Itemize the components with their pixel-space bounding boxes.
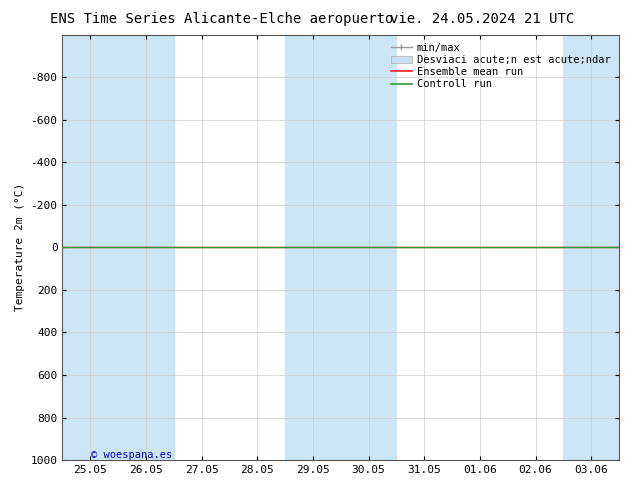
Bar (340, 35, 396, 460)
Legend: min/max, Desviaci acute;n est acute;ndar, Ensemble mean run, Controll run: min/max, Desviaci acute;n est acute;ndar… (388, 40, 614, 92)
Bar (285, 35, 340, 460)
Text: vie. 24.05.2024 21 UTC: vie. 24.05.2024 21 UTC (390, 12, 574, 26)
Text: © woespana.es: © woespana.es (91, 450, 172, 460)
Text: ENS Time Series Alicante-Elche aeropuerto: ENS Time Series Alicante-Elche aeropuert… (50, 12, 394, 26)
Bar (564, 35, 619, 460)
Y-axis label: Temperature 2m (°C): Temperature 2m (°C) (15, 183, 25, 312)
Bar (62, 35, 118, 460)
Bar (118, 35, 174, 460)
